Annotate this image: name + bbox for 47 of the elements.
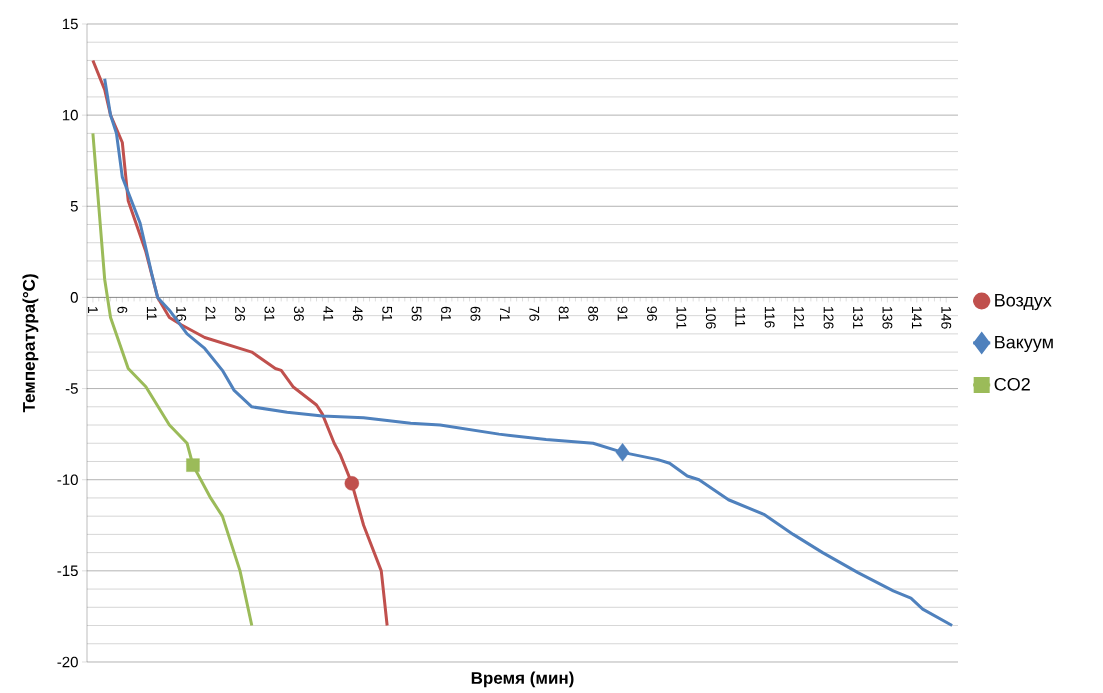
- x-tick-label: 51: [382, 306, 393, 321]
- x-tick-label: 1: [88, 307, 98, 314]
- legend-label: CO2: [994, 377, 1030, 391]
- x-tick-label: 91: [617, 306, 628, 321]
- x-tick-label: 111: [735, 307, 746, 327]
- x-tick-label: 101: [676, 307, 687, 329]
- x-tick-label: 41: [323, 306, 334, 321]
- x-tick-label: 6: [117, 306, 128, 314]
- legend-label: Вакуум: [995, 335, 1053, 353]
- x-tick-label: 136: [882, 307, 893, 329]
- x-tick-label: 141: [911, 307, 922, 329]
- point: [344, 476, 360, 491]
- legend-label: Воздух: [995, 294, 1052, 311]
- x-tick-label: 61: [441, 306, 451, 321]
- x-tick-label: 96: [647, 306, 657, 321]
- x-tick-label: 86: [588, 306, 599, 321]
- x-tick-label: 71: [500, 306, 510, 321]
- y-tick-label: -15: [57, 565, 78, 577]
- x-tick-label: 46: [352, 306, 363, 321]
- x-tick-label: 36: [293, 306, 304, 321]
- line-series: [103, 77, 954, 628]
- x-tick-label: 11: [146, 307, 157, 320]
- point: [615, 443, 630, 462]
- x-axis-title: Время (мин): [471, 671, 574, 688]
- x-tick-label: 131: [853, 307, 863, 329]
- x-tick-label: 56: [411, 306, 422, 321]
- y-tick-label: -10: [57, 474, 78, 486]
- y-tick-label: 0: [70, 292, 78, 303]
- x-tick-label: 126: [823, 307, 834, 329]
- x-tick-label: 81: [558, 306, 569, 321]
- y-tick-label: 10: [62, 109, 78, 121]
- y-axis-title: Температура(°C): [22, 274, 39, 413]
- x-tick-label: 121: [794, 307, 804, 329]
- x-tick-label: 76: [529, 306, 540, 321]
- x-tick-label: 66: [470, 306, 481, 321]
- y-tick-label: -5: [65, 383, 78, 394]
- y-tick-label: 15: [62, 18, 78, 30]
- x-tick-label: 146: [941, 307, 952, 329]
- x-tick-label: 21: [205, 306, 216, 321]
- x-tick-label: 16: [176, 307, 187, 321]
- x-tick-label: 106: [705, 307, 716, 329]
- x-tick-label: 116: [764, 307, 775, 328]
- x-tick-label: 31: [264, 306, 275, 321]
- x-tick-label: 26: [235, 306, 245, 321]
- y-tick-label: 5: [70, 201, 78, 212]
- point: [186, 458, 200, 472]
- y-tick-label: -20: [57, 656, 78, 668]
